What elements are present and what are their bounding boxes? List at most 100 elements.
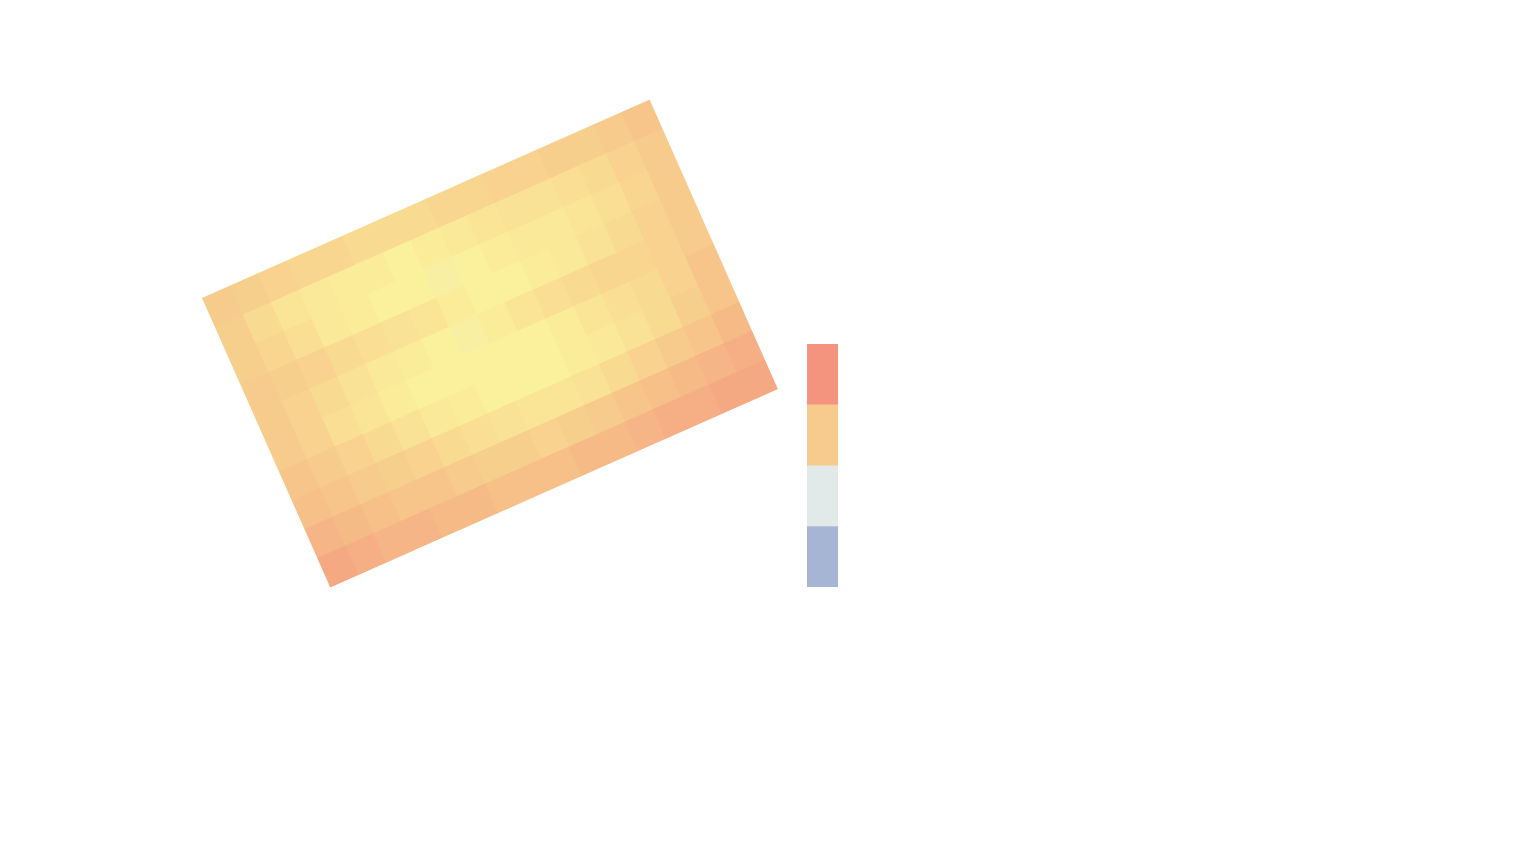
heat-cell: [423, 256, 465, 299]
heat-cell: [456, 483, 499, 526]
heat-cell: [354, 252, 397, 295]
heat-cell: [590, 182, 633, 225]
heat-cell: [484, 471, 527, 514]
heat-cell: [339, 293, 381, 336]
heat-cell: [489, 330, 532, 373]
heat-cell: [253, 400, 295, 444]
heat-cell: [377, 380, 420, 423]
heat-cell: [562, 194, 605, 237]
heat-cell: [682, 314, 725, 357]
heat-cell: [428, 495, 471, 538]
heat-cell: [319, 475, 362, 518]
heat-cell: [491, 260, 534, 303]
heat-cell: [626, 339, 669, 382]
legend-swatch: [807, 404, 838, 466]
heat-cell: [519, 248, 562, 291]
heat-cell: [680, 384, 723, 427]
heat-cell: [345, 533, 387, 576]
heat-cell: [708, 372, 750, 415]
heat-cell: [481, 161, 523, 204]
heat-cell: [558, 334, 600, 377]
heat-cell: [603, 211, 646, 254]
heat-cell: [474, 372, 516, 415]
heat-cell: [710, 301, 753, 344]
heat-cell: [352, 322, 394, 365]
heat-cell: [436, 285, 478, 328]
heat-cell: [321, 405, 364, 448]
heat-cell: [547, 235, 590, 278]
heat-cell: [629, 268, 671, 311]
heat-cell: [583, 392, 626, 435]
heat-cell: [522, 178, 564, 221]
heat-cell: [461, 343, 504, 386]
heat-cell: [652, 396, 695, 439]
heat-cell: [575, 223, 618, 266]
heat-cell: [631, 198, 674, 241]
heat-cell: [380, 310, 422, 353]
heat-cell: [291, 487, 334, 530]
heat-cell: [364, 351, 407, 394]
heat-cell: [229, 272, 272, 316]
heat-cell: [695, 343, 738, 386]
heat-cell: [657, 256, 699, 299]
heat-cell: [425, 186, 468, 229]
heat-cell: [401, 508, 443, 551]
heat-cell: [270, 289, 313, 332]
heat-cell: [313, 235, 356, 278]
heat-cell: [438, 215, 480, 258]
heat-cell: [504, 289, 547, 332]
legend-swatch: [807, 344, 838, 405]
heat-cell: [283, 318, 326, 361]
heat-cell: [509, 149, 551, 192]
heat-cell: [266, 429, 308, 472]
legend-swatch: [807, 526, 838, 587]
heat-cell: [646, 157, 689, 200]
heat-cell: [578, 153, 620, 196]
heat-cell: [555, 405, 598, 448]
heat-cell: [293, 417, 336, 460]
heat-cell: [332, 504, 374, 547]
heat-cell: [540, 446, 583, 489]
heat-cell: [214, 314, 257, 357]
heat-cell: [596, 421, 639, 464]
heat-cell: [242, 301, 285, 344]
heat-cell: [659, 186, 702, 229]
heat-cell: [298, 277, 341, 320]
heat-cell: [545, 306, 587, 349]
heatmap: [202, 99, 778, 588]
heat-cell: [296, 347, 338, 390]
heat-cell: [408, 297, 450, 340]
heat-cell: [392, 339, 435, 382]
heat-cell: [697, 272, 740, 316]
heat-cell: [588, 252, 631, 295]
heat-cell: [502, 359, 544, 402]
heat-cell: [451, 244, 493, 287]
heat-cell: [654, 326, 697, 369]
heat-cell: [616, 239, 658, 283]
heat-cell: [375, 450, 417, 493]
heat-cell: [611, 380, 654, 423]
heat-cell: [598, 351, 641, 394]
heat-cell: [614, 310, 656, 353]
heat-cell: [527, 417, 570, 460]
heat-cell: [416, 466, 458, 510]
heat-cell: [532, 277, 575, 320]
heat-cell: [257, 260, 300, 303]
heat-cell: [281, 388, 323, 431]
heat-cell: [255, 330, 298, 373]
heat-cell: [639, 367, 682, 410]
heat-cell: [420, 326, 463, 369]
heat-cell: [317, 545, 359, 588]
heat-cell: [517, 318, 560, 361]
heat-cell: [500, 429, 542, 472]
heat-cell: [390, 409, 433, 452]
heat-cell: [388, 479, 430, 522]
heat-cell: [644, 227, 686, 270]
heat-cell: [202, 285, 244, 328]
heat-cell: [459, 413, 501, 456]
heat-cell: [621, 99, 663, 142]
heat-cell: [444, 454, 486, 497]
heat-cell: [512, 458, 555, 501]
heat-cell: [341, 223, 384, 266]
